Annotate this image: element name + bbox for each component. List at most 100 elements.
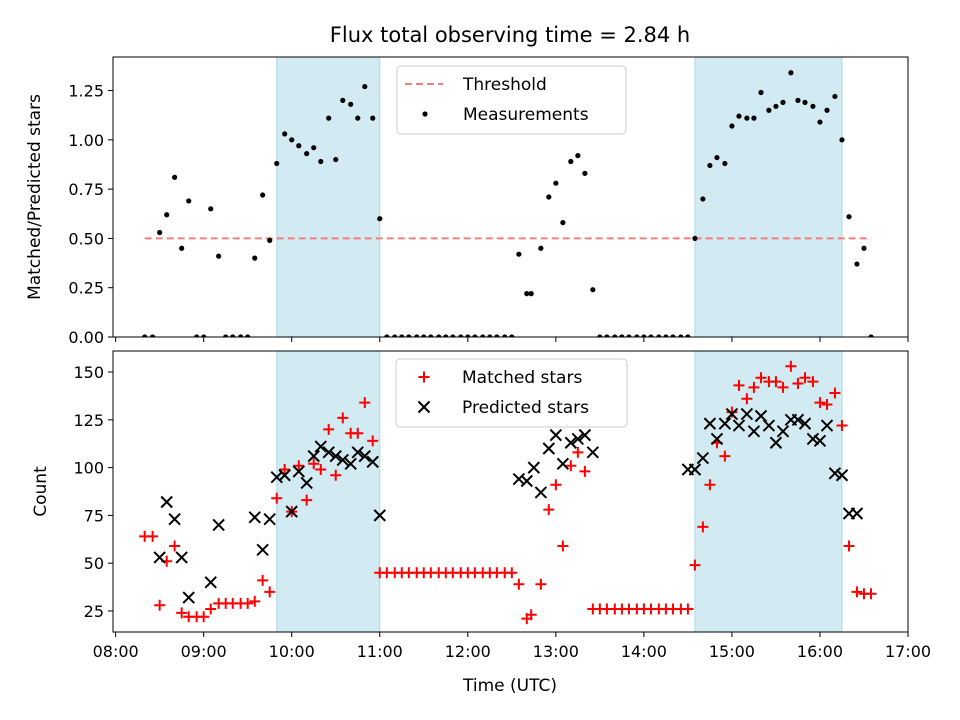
measurement-point — [487, 334, 493, 337]
measurement-point — [846, 214, 852, 220]
predicted-star-point — [703, 417, 717, 430]
matched-star-point — [733, 379, 745, 391]
measurement-point — [788, 70, 794, 76]
matched-star-point — [792, 377, 804, 389]
matched-star-point — [719, 450, 731, 462]
measurement-point — [326, 115, 332, 121]
matched-star-point — [337, 412, 349, 424]
measurement-point — [238, 334, 244, 337]
y-axis-label: Matched/Predicted stars — [25, 94, 45, 300]
matched-star-point — [748, 381, 760, 393]
matched-star-point — [785, 360, 797, 372]
legend-label: Measurements — [463, 105, 589, 125]
matched-star-point — [242, 597, 254, 609]
matched-star-point — [271, 492, 283, 504]
predicted-star-point — [571, 432, 585, 446]
matched-star-point — [557, 540, 569, 552]
predicted-star-point — [366, 455, 379, 469]
predicted-star-point — [828, 467, 842, 480]
measurement-point — [729, 123, 735, 129]
predicted-star-point — [732, 419, 746, 432]
shaded-span — [276, 57, 381, 337]
predicted-star-point — [278, 469, 291, 482]
x-tick-label: 09:00 — [181, 642, 227, 661]
measurement-point — [428, 334, 434, 337]
measurement-point — [480, 334, 486, 337]
predicted-star-point — [175, 551, 188, 564]
predicted-star-point — [204, 576, 217, 589]
measurement-point — [245, 334, 251, 337]
measurement-point — [612, 334, 618, 337]
matched-star-point — [755, 372, 767, 384]
predicted-star-point — [351, 446, 364, 459]
measurement-point — [780, 99, 786, 105]
matched-star-point — [799, 372, 811, 384]
measurement-point — [839, 137, 845, 143]
measurement-point — [824, 107, 830, 113]
predicted-star-point — [850, 507, 864, 520]
predicted-star-point — [322, 446, 335, 459]
matched-star-point — [741, 393, 753, 405]
x-tick-label: 15:00 — [709, 642, 755, 661]
y-tick-label: 0.50 — [68, 229, 104, 248]
plot-area — [139, 351, 877, 632]
measurement-point — [553, 180, 559, 186]
measurement-point — [773, 103, 779, 109]
matched-star-point — [579, 465, 591, 477]
matched-star-point — [198, 611, 210, 623]
measurement-point — [164, 212, 170, 218]
measurement-point — [179, 245, 185, 251]
measurement-point — [340, 97, 346, 103]
measurement-point — [267, 237, 273, 243]
measurement-point — [861, 245, 867, 251]
predicted-star-point — [556, 457, 570, 470]
measurement-point — [744, 115, 750, 121]
predicted-star-point — [710, 432, 724, 446]
predicted-star-point — [160, 495, 173, 509]
measurement-point — [538, 245, 544, 251]
matched-star-point — [323, 423, 335, 435]
count-panel: 25 50 75 100 125 150 08:00 09:00 10:00 11:00 12:00… — [31, 350, 931, 661]
measurement-point — [546, 194, 552, 200]
measurement-point — [450, 334, 456, 337]
predicted-star-point — [248, 511, 261, 524]
matched-star-point — [704, 479, 716, 491]
y-tick-label: 150 — [73, 363, 104, 382]
measurement-point — [384, 334, 390, 337]
x-tick-label: 17:00 — [885, 642, 931, 661]
measurement-point — [692, 235, 698, 242]
matched-star-point — [814, 397, 826, 409]
matched-star-point — [821, 399, 833, 411]
matched-star-point — [264, 586, 276, 598]
shaded-span — [694, 351, 843, 632]
legend-label: Predicted stars — [462, 398, 589, 418]
measurement-point — [370, 115, 376, 121]
ratio-panel: 0.00 0.25 0.50 0.75 1.00 1.25 Matched/Predicte… — [25, 56, 909, 347]
measurement-point — [604, 334, 610, 337]
matched-star-point — [147, 530, 159, 542]
legend: Matched stars Predicted stars — [395, 358, 628, 428]
matched-star-point — [865, 588, 877, 600]
measurement-point — [832, 93, 838, 100]
measurement-point — [150, 334, 156, 337]
x-tick-label: 12:00 — [445, 642, 491, 661]
predicted-star-point — [212, 518, 225, 532]
predicted-star-point — [791, 413, 805, 427]
axes-frame — [112, 350, 909, 633]
y-tick-label: 75 — [84, 506, 104, 525]
measurement-point — [707, 162, 713, 169]
measurement-point — [157, 229, 163, 236]
predicted-star-point — [718, 417, 732, 430]
y-tick-label: 50 — [84, 554, 104, 573]
legend: Threshold Measurements — [396, 65, 627, 135]
predicted-star-point — [806, 432, 820, 446]
measurement-point — [802, 99, 808, 105]
measurement-point — [648, 334, 654, 337]
predicted-star-point — [762, 419, 776, 432]
legend-label: Matched stars — [462, 368, 582, 388]
measurement-point — [597, 334, 603, 337]
x-axis-label: Time (UTC) — [462, 676, 557, 696]
matched-star-point — [330, 469, 342, 481]
measurement-point — [465, 334, 471, 337]
predicted-star-point — [688, 463, 702, 476]
